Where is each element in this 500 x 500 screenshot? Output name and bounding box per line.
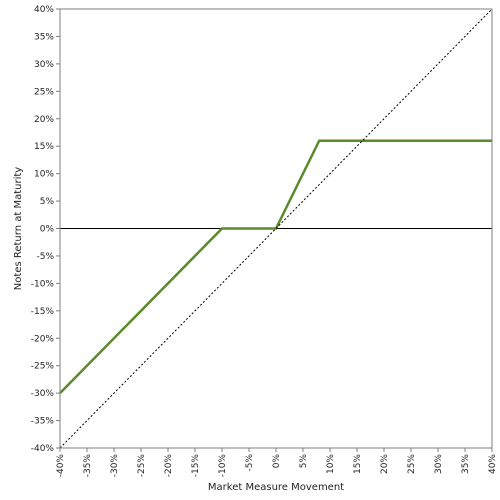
y-tick-label: 15% [34,142,54,152]
x-tick-label: -40% [56,454,66,478]
y-axis-title: Notes Return at Maturity [13,167,24,290]
y-tick-label: -35% [31,417,55,427]
y-tick-label: 20% [34,115,54,125]
y-tick-label: -20% [31,334,55,344]
y-tick-label: -5% [36,252,54,262]
y-tick-label: 30% [34,60,54,70]
x-tick-label: 10% [326,454,336,474]
notes-return-line [59,139,492,395]
x-tick-label: 20% [380,454,390,474]
y-tick-label: 5% [40,197,55,207]
y-tick-label: -40% [31,444,55,454]
x-tick-label: 30% [434,454,444,474]
x-axis-title: Market Measure Movement [208,482,344,493]
y-tick-label: 35% [34,32,54,42]
x-tick-label: 35% [461,454,471,474]
x-tick-label: -20% [164,454,174,478]
x-tick-label: 40% [488,454,498,474]
x-tick-label: -5% [245,454,255,472]
y-tick-label: 40% [34,5,54,15]
reference-diagonal-line [59,8,493,449]
x-tick-label: -25% [137,454,147,478]
x-tick-label: 25% [407,454,417,474]
x-tick-label: 15% [353,454,363,474]
plot-frame [59,8,493,449]
y-tick-label: 0% [40,225,55,235]
y-tick-label: -25% [31,362,55,372]
y-tick-label: -15% [31,307,55,317]
x-tick-label: -15% [191,454,201,478]
x-tick-label: -35% [83,454,93,478]
x-tick-label: 5% [299,454,309,469]
x-tick-label: 0% [272,454,282,469]
y-tick-label: 10% [34,170,54,180]
x-tick-label: -30% [110,454,120,478]
y-tick-label: -30% [31,389,55,399]
y-tick-label: 25% [34,87,54,97]
x-tick-label: -10% [218,454,228,478]
y-tick-label: -10% [31,279,55,289]
